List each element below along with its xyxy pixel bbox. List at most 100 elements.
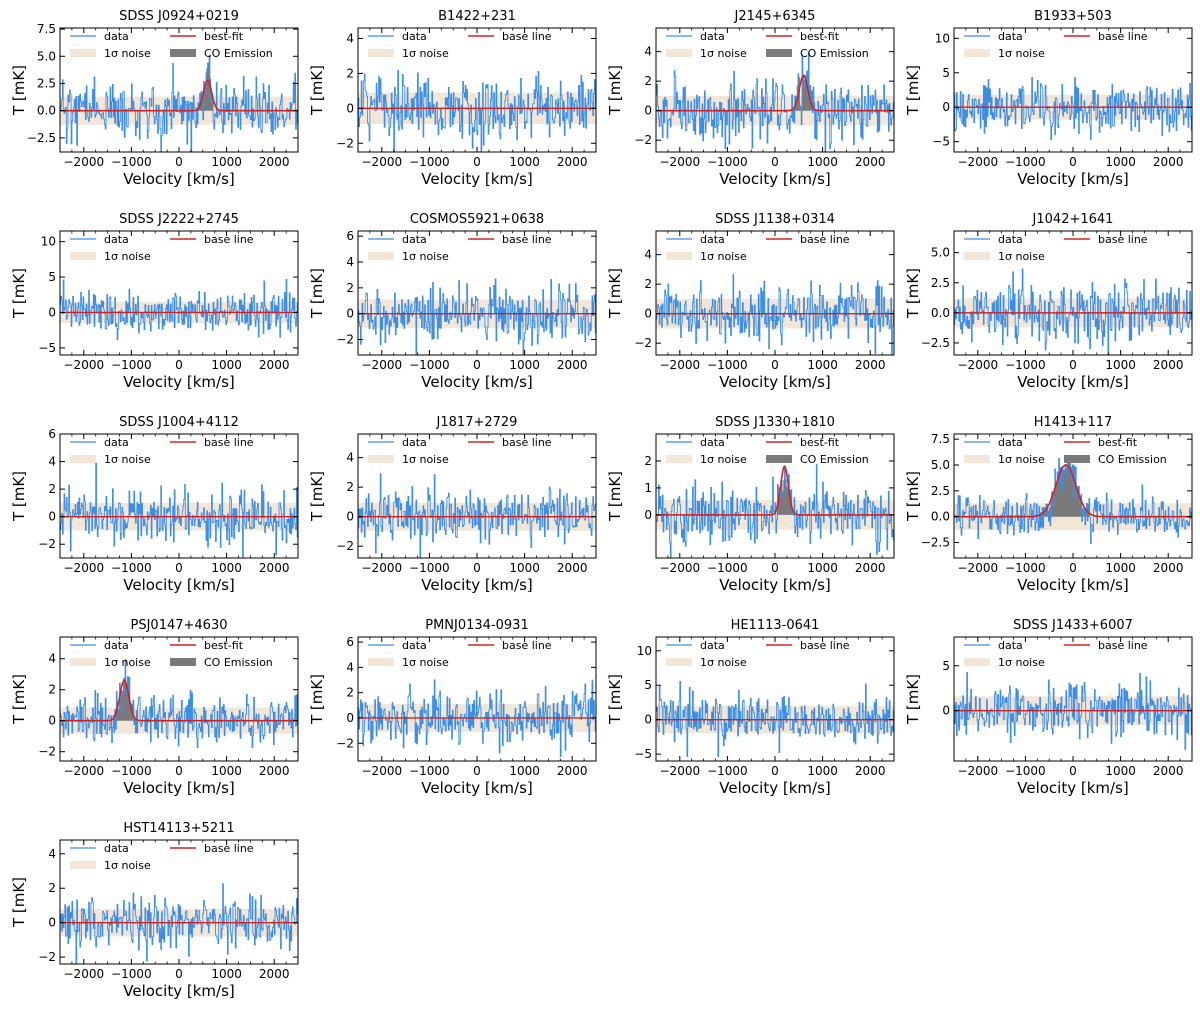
legend-data-label: data — [104, 30, 129, 43]
x-tick-label: 2000 — [1153, 561, 1184, 575]
y-tick-label: 0.0 — [931, 510, 950, 524]
legend-noise-label: 1σ noise — [700, 656, 747, 669]
panel-13: −2000 −1000 0 1000 2000 −2 0 2 4 PSJ0147+4630 Velo… — [10, 618, 299, 797]
y-tick-label: 0.0 — [37, 104, 56, 118]
legend-base-label: base line — [502, 436, 552, 449]
x-axis-label: Velocity [km/s] — [719, 170, 830, 188]
legend-data-label: data — [998, 639, 1023, 652]
y-tick-label: 0 — [346, 101, 354, 115]
x-tick-label: 2000 — [1153, 764, 1184, 778]
legend-data-label: data — [402, 436, 427, 449]
panel-1: −2000 −1000 0 1000 2000 −2.5 0.0 2.5 5.0 7.5 SDSS … — [10, 9, 299, 188]
legend: data 1σ noise base line — [368, 639, 552, 669]
legend-data-label: data — [402, 233, 427, 246]
legend-data-label: data — [998, 30, 1023, 43]
x-tick-label: −1000 — [111, 764, 152, 778]
legend: data 1σ noise base line — [368, 436, 552, 466]
x-axis-label: Velocity [km/s] — [421, 373, 532, 391]
y-tick-label: 0 — [644, 508, 652, 522]
legend: data 1σ noise base line — [368, 30, 552, 60]
legend-noise-swatch — [666, 252, 692, 260]
y-tick-label: 0 — [48, 510, 56, 524]
legend-emission-swatch — [766, 49, 792, 57]
x-tick-label: −2000 — [64, 561, 105, 575]
legend-data-label: data — [104, 842, 129, 855]
panel-title: COSMOS5921+0638 — [410, 212, 544, 227]
x-tick-label: 1000 — [509, 561, 540, 575]
plot-frame — [655, 230, 895, 356]
y-tick-label: 5.0 — [37, 49, 56, 63]
y-tick-label: 0 — [644, 104, 652, 118]
legend-base-label: base line — [204, 436, 254, 449]
data-line — [954, 268, 1192, 355]
x-tick-label: 0 — [771, 764, 779, 778]
x-tick-label: 1000 — [211, 358, 242, 372]
legend: data 1σ noise base line — [964, 233, 1148, 263]
panel-title: B1933+503 — [1034, 9, 1112, 24]
plot-area — [358, 679, 596, 757]
y-tick-label: 2 — [346, 281, 354, 295]
data-line — [60, 54, 298, 152]
data-line — [954, 672, 1192, 750]
legend-emission-swatch — [170, 658, 196, 666]
panel-4: −2000 −1000 0 1000 2000 −5 0 5 10 B1933+503 Veloci… — [904, 9, 1193, 188]
panel-5: −2000 −1000 0 1000 2000 −5 0 5 10 SDSS J2222+2745… — [10, 212, 299, 391]
legend-noise-swatch — [964, 252, 990, 260]
x-axis-label: Velocity [km/s] — [1017, 576, 1128, 594]
x-tick-label: 0 — [175, 358, 183, 372]
legend: data 1σ noise base line — [666, 639, 850, 669]
x-tick-label: −1000 — [111, 358, 152, 372]
x-tick-label: 2000 — [1153, 155, 1184, 169]
x-tick-label: −2000 — [64, 764, 105, 778]
y-tick-label: 10 — [637, 644, 652, 658]
y-axis-label: T [mK] — [904, 674, 922, 725]
legend-noise-label: 1σ noise — [700, 250, 747, 263]
x-tick-label: −2000 — [64, 155, 105, 169]
plot-area — [656, 273, 894, 355]
panel-11: −2000 −1000 0 1000 2000 0 1 2 SDSS J1330+1810 Vel… — [606, 415, 895, 594]
legend-fit-label: best-fit — [800, 30, 840, 43]
x-tick-label: −1000 — [707, 155, 748, 169]
panel-title: SDSS J1433+6007 — [1013, 618, 1133, 633]
x-axis-label: Velocity [km/s] — [719, 779, 830, 797]
y-tick-label: 4 — [644, 248, 652, 262]
legend-base-label: base line — [1098, 639, 1148, 652]
x-tick-label: 2000 — [557, 561, 588, 575]
y-axis-label: T [mK] — [10, 877, 28, 928]
panel-12: −2000 −1000 0 1000 2000 −2.5 0.0 2.5 5.0 7.5 H1413… — [904, 415, 1193, 594]
y-tick-label: 4 — [48, 847, 56, 861]
legend-base-label: base line — [502, 233, 552, 246]
x-tick-label: 1000 — [509, 155, 540, 169]
legend-data-label: data — [402, 30, 427, 43]
panel-14: −2000 −1000 0 1000 2000 −2 0 2 4 6 PMNJ0134-0931 Ve… — [308, 618, 597, 797]
y-tick-label: 0 — [346, 711, 354, 725]
y-tick-label: 2 — [644, 74, 652, 88]
y-tick-label: 4 — [346, 255, 354, 269]
plot-frame — [59, 230, 299, 356]
data-line — [60, 883, 298, 964]
legend-base-label: base line — [204, 233, 254, 246]
legend-noise-swatch — [368, 252, 394, 260]
y-tick-label: 4 — [644, 45, 652, 59]
y-tick-label: 0 — [644, 307, 652, 321]
x-tick-label: 0 — [175, 967, 183, 981]
x-tick-label: 0 — [771, 155, 779, 169]
y-tick-label: 0 — [346, 307, 354, 321]
y-axis-label: T [mK] — [606, 471, 624, 522]
panel-title: SDSS J1330+1810 — [715, 415, 835, 430]
y-tick-label: 2 — [346, 686, 354, 700]
legend-base-label: base line — [502, 639, 552, 652]
x-tick-label: 1000 — [1105, 358, 1136, 372]
x-tick-label: 0 — [473, 764, 481, 778]
x-tick-label: 1000 — [509, 358, 540, 372]
x-axis-label: Velocity [km/s] — [123, 170, 234, 188]
x-axis-label: Velocity [km/s] — [719, 576, 830, 594]
x-tick-label: 2000 — [259, 358, 290, 372]
plot-area — [60, 883, 298, 964]
panel-16: −2000 −1000 0 1000 2000 0 5 SDSS J1433+6007 Velo… — [904, 618, 1193, 797]
x-tick-label: 2000 — [855, 358, 886, 372]
x-axis-label: Velocity [km/s] — [123, 373, 234, 391]
y-tick-label: −2 — [38, 950, 56, 964]
x-axis-label: Velocity [km/s] — [1017, 779, 1128, 797]
y-tick-label: 4 — [346, 451, 354, 465]
